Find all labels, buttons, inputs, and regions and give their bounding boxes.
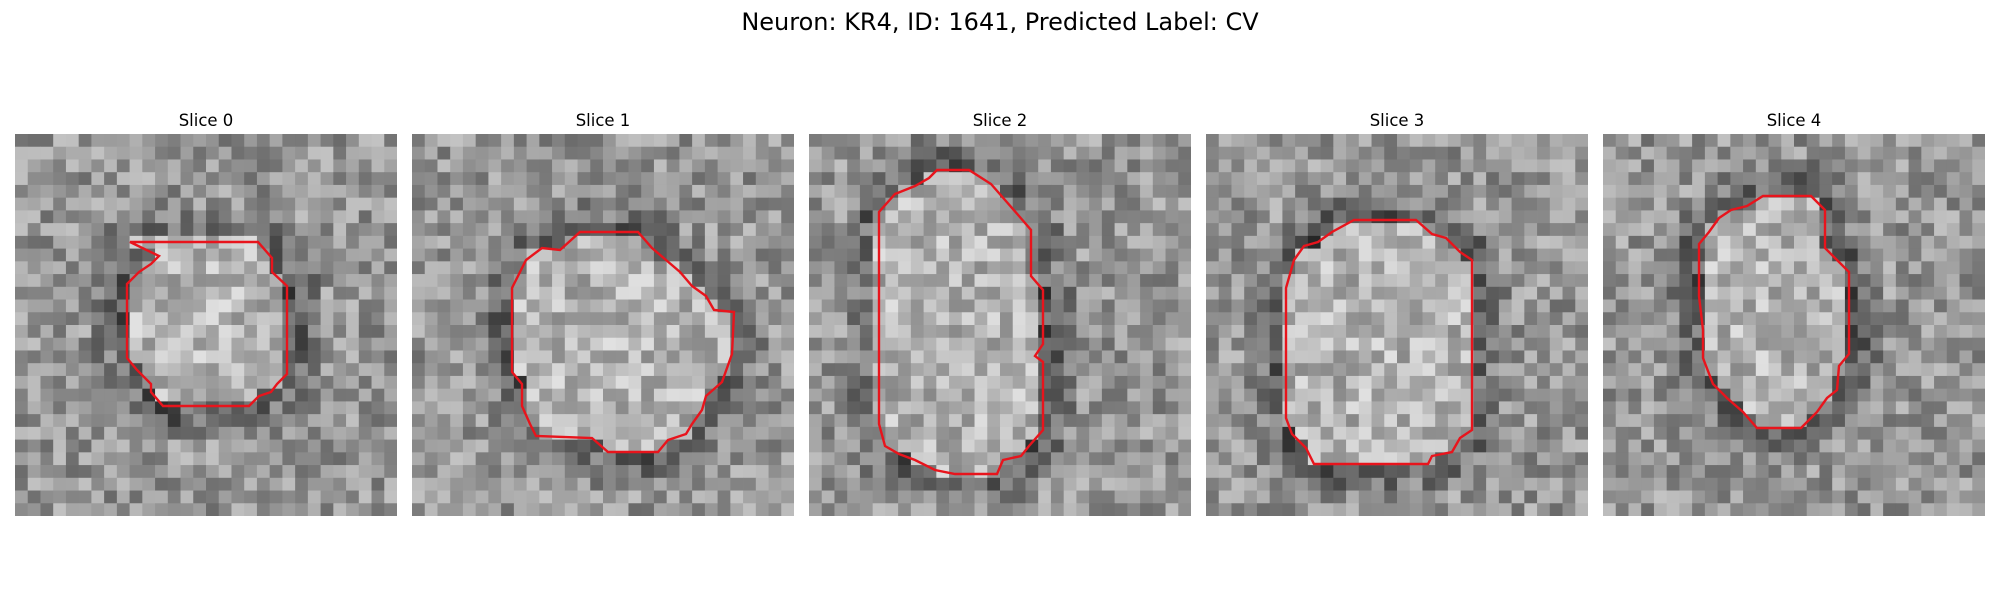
- slice-2-panel: Slice 2: [809, 108, 1191, 516]
- slice-4-pixels: [1603, 134, 1985, 516]
- slice-0-image: [15, 134, 397, 516]
- slice-0-title: Slice 0: [178, 111, 234, 130]
- slice-0-pixels: [15, 134, 397, 516]
- slice-1-pixels: [412, 134, 794, 516]
- slice-4-title: Slice 4: [1766, 111, 1822, 130]
- slice-4-contour: [1697, 194, 1851, 430]
- slice-3-title: Slice 3: [1369, 111, 1425, 130]
- slice-1-panel: Slice 1: [412, 108, 794, 516]
- slice-1-contour: [510, 230, 736, 454]
- figure-title: Neuron: KR4, ID: 1641, Predicted Label: …: [741, 8, 1259, 36]
- slice-4-image: [1603, 134, 1985, 516]
- slice-3-contour: [1284, 218, 1474, 466]
- slice-1-image: [412, 134, 794, 516]
- slice-3-panel: Slice 3: [1206, 108, 1588, 516]
- slice-2-image: [809, 134, 1191, 516]
- slice-4-panel: Slice 4: [1603, 108, 1985, 516]
- slice-2-title: Slice 2: [972, 111, 1028, 130]
- slice-0-contour: [125, 240, 289, 408]
- slice-3-image: [1206, 134, 1588, 516]
- slice-3-pixels: [1206, 134, 1588, 516]
- slice-0-panel: Slice 0: [15, 108, 397, 516]
- slice-2-contour: [877, 168, 1045, 476]
- slice-2-pixels: [809, 134, 1191, 516]
- slice-1-title: Slice 1: [575, 111, 631, 130]
